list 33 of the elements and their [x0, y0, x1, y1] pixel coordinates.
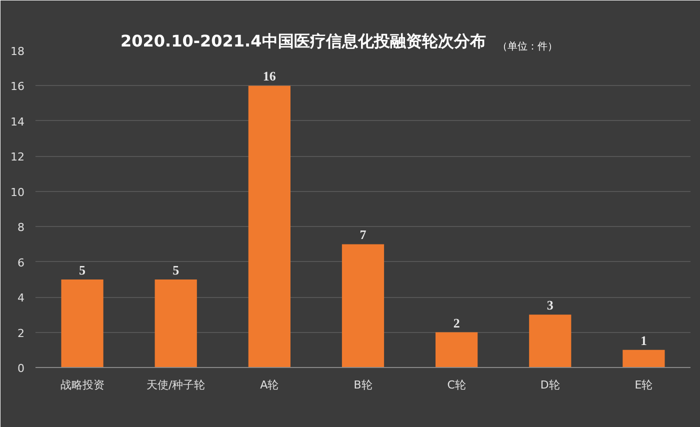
chart-subtitle: （单位：件）: [498, 40, 558, 52]
bar: [529, 314, 572, 368]
y-tick-label: 14: [10, 115, 25, 128]
data-label: 7: [360, 227, 367, 242]
bar: [154, 279, 197, 368]
x-tick-label: 天使/种子轮: [146, 378, 206, 392]
data-label: 5: [79, 262, 86, 278]
x-tick-label: E轮: [634, 378, 653, 392]
bar: [342, 244, 384, 368]
data-label: 5: [172, 262, 180, 278]
data-label: 2: [453, 315, 460, 330]
x-tick-label: C轮: [447, 378, 466, 392]
data-label: 16: [262, 68, 276, 84]
x-tick-label: B轮: [354, 378, 372, 392]
y-tick-label: 4: [18, 292, 24, 305]
y-tick-label: 2: [18, 326, 24, 340]
data-label: 1: [640, 332, 647, 348]
x-tick-label: A轮: [260, 378, 279, 392]
x-tick-label: 战略投资: [60, 378, 104, 392]
y-tick-label: 12: [10, 150, 25, 164]
y-tick-label: 10: [10, 186, 25, 199]
x-tick-label: D轮: [540, 378, 560, 392]
y-tick-label: 0: [18, 362, 24, 375]
y-tick-label: 16: [10, 80, 25, 94]
y-tick-label: 18: [10, 45, 25, 58]
bar: [248, 86, 290, 368]
bar: [61, 279, 104, 368]
y-tick-label: 8: [18, 221, 24, 234]
bar: [436, 332, 478, 368]
data-label: 3: [546, 298, 554, 313]
y-tick-label: 6: [18, 256, 24, 270]
chart-title: 2020.10-2021.4中国医疗信息化投融资轮次分布: [120, 32, 486, 50]
bar: [622, 350, 665, 368]
